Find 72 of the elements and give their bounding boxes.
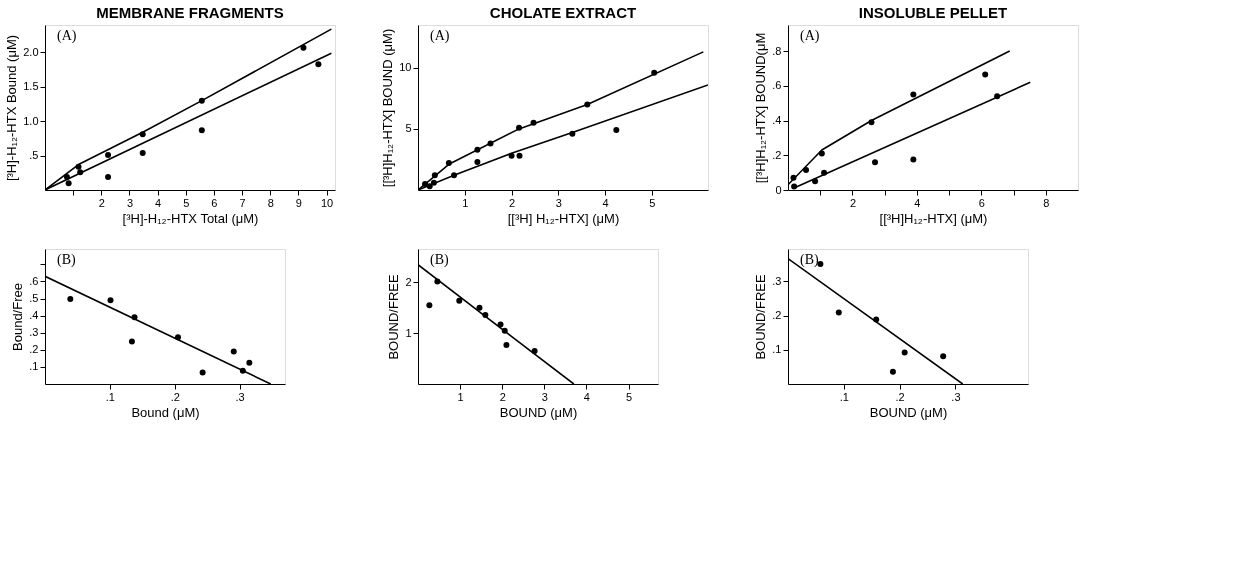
x-tick-label: 8	[267, 196, 274, 209]
annotation: (A)	[57, 28, 77, 44]
x-tick-label: .3	[235, 390, 245, 403]
annotation: (A)	[800, 28, 820, 44]
y-tick-label: 10	[399, 61, 412, 74]
y-axis-title: [³H]-H₁₂-HTX Bound (μM)	[4, 34, 20, 182]
x-tick-label: 3	[126, 196, 134, 209]
y-tick-label: 1.0	[23, 114, 39, 127]
y-tick-label: .5	[29, 149, 39, 162]
y-tick-label: .3	[29, 326, 39, 339]
y-tick-label: .5	[29, 292, 39, 305]
annotation: (B)	[430, 252, 449, 268]
x-axis-title: BOUND (μM)	[499, 404, 578, 420]
x-tick-label: 4	[914, 196, 921, 209]
x-tick-label: 4	[583, 390, 590, 403]
x-tick-label: 8	[1043, 196, 1050, 209]
x-tick-label: 7	[239, 196, 246, 209]
annotation: (B)	[800, 252, 819, 268]
x-tick-label: 4	[602, 196, 609, 209]
y-axis-title: [[³H]H₁₂-HTX] BOUND(μM	[753, 32, 769, 184]
y-tick-label: .6	[772, 79, 782, 92]
annotation: (B)	[57, 252, 76, 268]
y-tick-label: .6	[29, 274, 39, 287]
x-tick-label: .1	[105, 390, 115, 403]
x-tick-label: 5	[183, 196, 190, 209]
chart-title: MEMBRANE FRAGMENTS	[96, 4, 284, 21]
y-tick-label: .2	[29, 343, 39, 356]
x-tick-label: 2	[849, 196, 857, 209]
x-tick-label: .3	[951, 390, 961, 403]
x-tick-label: 2	[508, 196, 516, 209]
x-tick-label: 6	[978, 196, 985, 209]
y-axis-title: [[³H]H₁₂-HTX] BOUND (μM)	[380, 28, 396, 188]
x-tick-label: 6	[211, 196, 218, 209]
y-tick-label: 5	[405, 122, 412, 135]
x-tick-label: 3	[555, 196, 562, 209]
y-tick-label: 2	[405, 276, 412, 288]
chart-title: CHOLATE EXTRACT	[489, 4, 637, 21]
x-tick-label: 5	[649, 196, 656, 209]
y-tick-label: .8	[772, 44, 782, 57]
x-axis-title: [[³H]H₁₂-HTX] (μM)	[879, 210, 988, 226]
y-tick-label: .3	[772, 274, 782, 287]
y-tick-label: 1	[405, 326, 412, 339]
y-axis-title: BOUND/FREE	[753, 274, 769, 360]
x-tick-label: 2	[98, 196, 105, 209]
y-tick-label: 1.5	[23, 80, 39, 93]
y-axis-title: BOUND/FREE	[386, 274, 402, 360]
x-tick-label: 5	[625, 390, 633, 403]
y-tick-label: 2.0	[23, 46, 39, 58]
x-tick-label: 1	[462, 196, 469, 209]
y-tick-label: 0	[775, 183, 782, 196]
x-tick-label: .2	[170, 390, 180, 403]
annotation: (A)	[430, 28, 450, 44]
chart-title: INSOLUBLE PELLET	[858, 4, 1008, 21]
y-axis-title: Bound/Free	[10, 283, 26, 351]
x-axis-title: [³H]-H₁₂-HTX Total (μM)	[122, 210, 259, 226]
x-tick-label: .2	[895, 390, 905, 403]
x-tick-label: 10	[320, 196, 334, 209]
y-tick-label: .2	[772, 309, 782, 322]
x-axis-title: [[³H] H₁₂-HTX] (μM)	[507, 210, 620, 226]
y-tick-label: .4	[772, 114, 782, 127]
x-tick-label: 2	[499, 390, 506, 403]
y-tick-label: .1	[772, 343, 782, 356]
y-tick-label: .1	[29, 360, 39, 373]
x-tick-label: .1	[839, 390, 849, 403]
x-tick-label: 4	[155, 196, 162, 209]
x-tick-label: 9	[295, 196, 302, 209]
x-axis-title: Bound (μM)	[131, 404, 200, 420]
x-axis-title: BOUND (μM)	[869, 404, 948, 420]
y-tick-label: .2	[772, 148, 782, 161]
x-tick-label: 1	[457, 390, 464, 403]
y-tick-label: .4	[29, 309, 39, 322]
x-tick-label: 3	[541, 390, 548, 403]
